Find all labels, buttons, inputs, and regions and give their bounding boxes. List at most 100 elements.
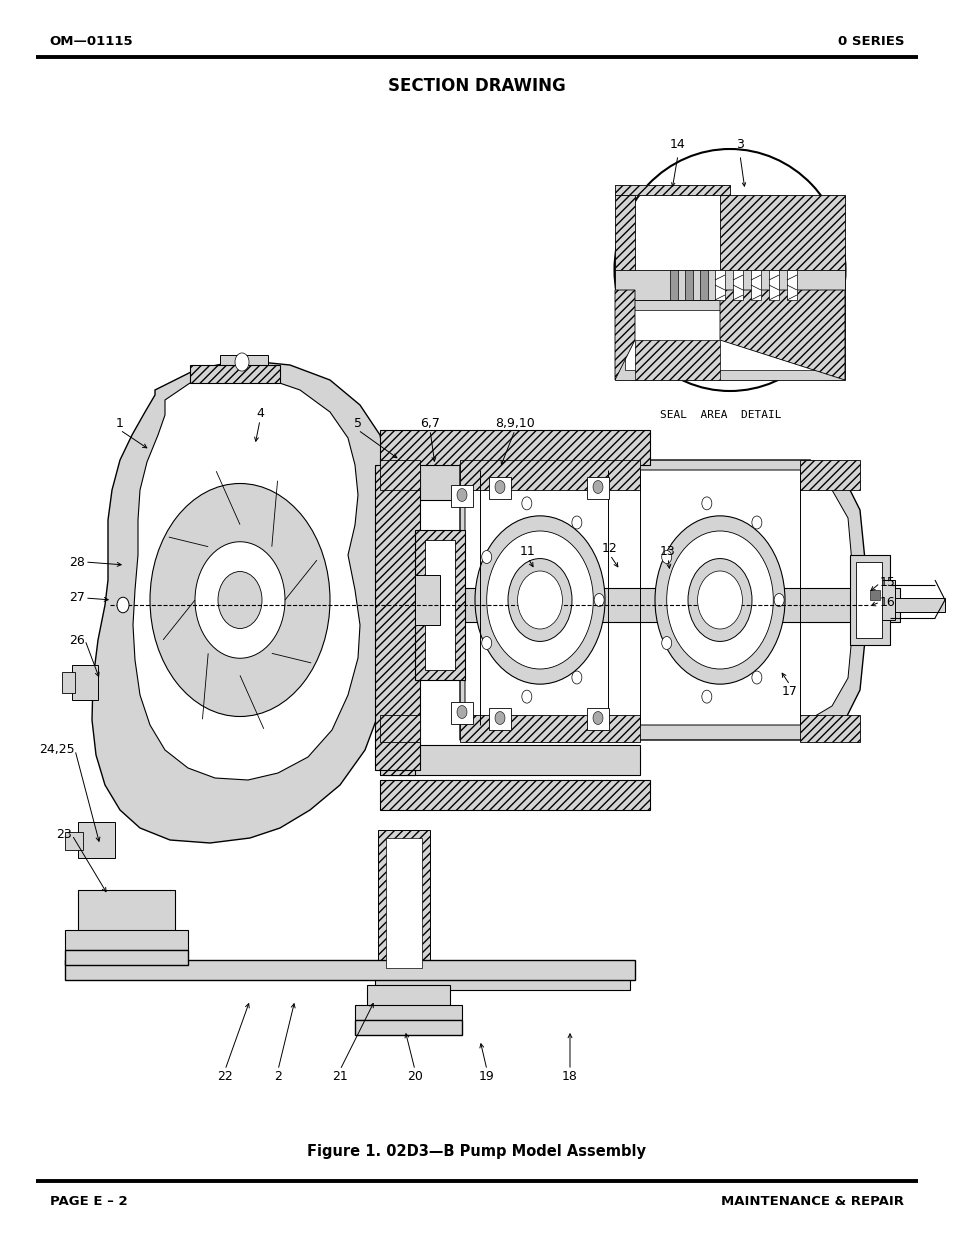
Bar bbox=[377, 830, 430, 974]
Circle shape bbox=[697, 571, 741, 629]
Text: 26: 26 bbox=[70, 634, 85, 646]
Circle shape bbox=[773, 594, 783, 606]
Text: 13: 13 bbox=[659, 545, 675, 558]
Bar bbox=[65, 950, 188, 965]
Bar bbox=[78, 823, 115, 858]
Polygon shape bbox=[464, 471, 851, 725]
Circle shape bbox=[481, 636, 491, 650]
Circle shape bbox=[701, 496, 711, 510]
Text: 21: 21 bbox=[332, 1070, 348, 1083]
Bar bbox=[800, 715, 859, 742]
Text: SECTION DRAWING: SECTION DRAWING bbox=[388, 78, 565, 95]
Bar bbox=[800, 459, 859, 490]
Bar bbox=[379, 588, 899, 622]
Circle shape bbox=[481, 551, 491, 563]
Text: 11: 11 bbox=[519, 545, 536, 558]
Text: OM—01115: OM—01115 bbox=[50, 36, 133, 48]
Bar bbox=[586, 708, 609, 730]
Text: MAINTENANCE & REPAIR: MAINTENANCE & REPAIR bbox=[720, 1195, 903, 1208]
Text: 23: 23 bbox=[56, 829, 71, 841]
Bar bbox=[379, 715, 419, 742]
Bar bbox=[415, 576, 439, 625]
Text: Figure 1. 02D3—B Pump Model Assembly: Figure 1. 02D3—B Pump Model Assembly bbox=[307, 1144, 646, 1158]
Bar bbox=[385, 745, 639, 776]
Circle shape bbox=[571, 516, 581, 529]
Text: 16: 16 bbox=[879, 595, 895, 609]
Bar bbox=[379, 459, 419, 490]
Bar bbox=[355, 1005, 461, 1020]
Bar bbox=[750, 270, 760, 300]
Circle shape bbox=[194, 542, 285, 658]
Circle shape bbox=[456, 705, 467, 719]
Text: 1: 1 bbox=[116, 417, 124, 430]
Bar bbox=[615, 270, 844, 300]
Text: 5: 5 bbox=[354, 417, 361, 430]
Bar bbox=[220, 354, 268, 375]
Bar bbox=[62, 672, 75, 693]
Text: 24,25: 24,25 bbox=[39, 743, 75, 757]
Polygon shape bbox=[624, 310, 834, 370]
Circle shape bbox=[571, 671, 581, 684]
Circle shape bbox=[475, 516, 604, 684]
Bar bbox=[450, 485, 473, 508]
Bar bbox=[375, 466, 419, 769]
Bar bbox=[190, 366, 280, 383]
Bar bbox=[459, 459, 639, 490]
Bar bbox=[700, 270, 707, 300]
Circle shape bbox=[661, 551, 671, 563]
Circle shape bbox=[687, 558, 751, 641]
Polygon shape bbox=[720, 195, 844, 290]
Bar bbox=[379, 430, 649, 466]
Circle shape bbox=[666, 531, 773, 669]
Circle shape bbox=[521, 496, 531, 510]
Polygon shape bbox=[615, 300, 844, 380]
Polygon shape bbox=[459, 459, 864, 740]
Bar bbox=[386, 839, 421, 968]
Bar bbox=[669, 270, 678, 300]
Circle shape bbox=[593, 711, 602, 725]
Circle shape bbox=[751, 516, 761, 529]
Bar bbox=[450, 703, 473, 725]
Bar bbox=[71, 664, 98, 700]
Bar bbox=[488, 477, 511, 499]
Circle shape bbox=[486, 531, 593, 669]
Bar bbox=[78, 890, 174, 940]
Text: 2: 2 bbox=[274, 1070, 282, 1083]
Polygon shape bbox=[720, 290, 844, 380]
Bar bbox=[355, 1020, 461, 1035]
Bar bbox=[424, 540, 455, 671]
Bar bbox=[65, 832, 83, 850]
Bar bbox=[879, 598, 944, 613]
Circle shape bbox=[117, 598, 129, 613]
Bar bbox=[768, 270, 779, 300]
Polygon shape bbox=[91, 359, 395, 844]
Circle shape bbox=[495, 711, 504, 725]
Text: 0 SERIES: 0 SERIES bbox=[837, 36, 903, 48]
Circle shape bbox=[234, 353, 249, 370]
Text: 12: 12 bbox=[601, 542, 618, 555]
Bar bbox=[459, 715, 639, 742]
Bar bbox=[385, 459, 639, 500]
Text: PAGE E – 2: PAGE E – 2 bbox=[50, 1195, 127, 1208]
Bar bbox=[859, 580, 894, 620]
Circle shape bbox=[218, 572, 262, 629]
Bar bbox=[786, 270, 796, 300]
Text: 28: 28 bbox=[69, 556, 85, 568]
Text: 3: 3 bbox=[736, 138, 743, 152]
Bar bbox=[65, 930, 188, 950]
Ellipse shape bbox=[614, 149, 844, 391]
Bar bbox=[375, 969, 629, 990]
Circle shape bbox=[661, 636, 671, 650]
Text: 20: 20 bbox=[407, 1070, 422, 1083]
Bar bbox=[615, 185, 729, 195]
Bar bbox=[488, 708, 511, 730]
Bar bbox=[732, 270, 742, 300]
Circle shape bbox=[521, 690, 531, 703]
Circle shape bbox=[150, 483, 330, 716]
Bar bbox=[684, 270, 692, 300]
Text: 15: 15 bbox=[879, 577, 895, 589]
Text: 18: 18 bbox=[561, 1070, 578, 1083]
Bar bbox=[586, 477, 609, 499]
Circle shape bbox=[456, 489, 467, 501]
Circle shape bbox=[751, 671, 761, 684]
